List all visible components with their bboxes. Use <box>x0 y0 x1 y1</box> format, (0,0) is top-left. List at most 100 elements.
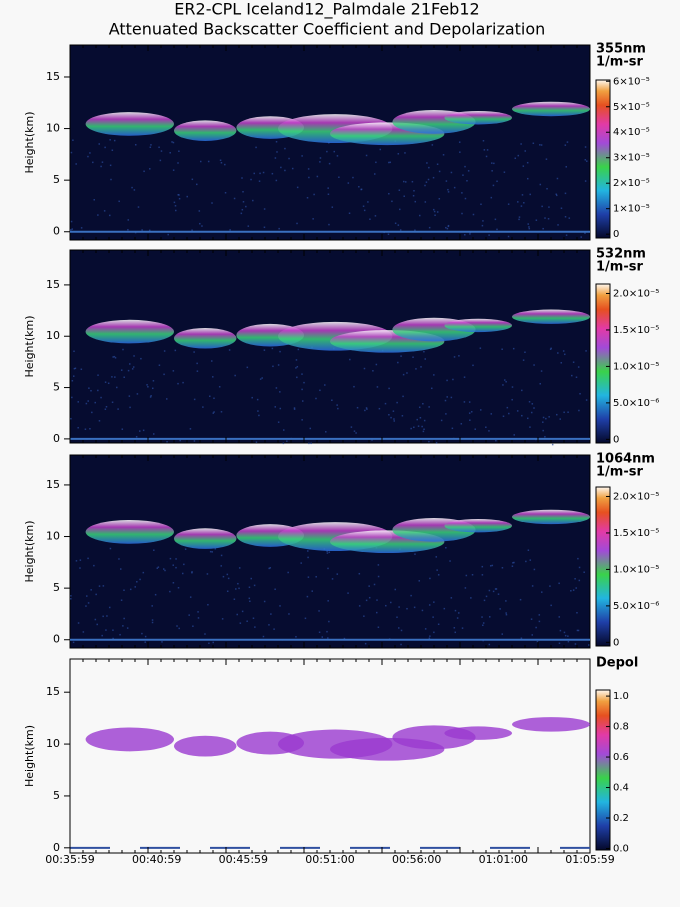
noise <box>531 585 534 587</box>
noise <box>559 418 561 420</box>
noise <box>414 229 416 231</box>
noise <box>100 396 102 399</box>
noise <box>90 589 92 591</box>
noise <box>193 440 196 442</box>
noise <box>111 401 114 404</box>
noise <box>572 361 575 363</box>
noise <box>158 364 161 366</box>
noise <box>296 186 299 189</box>
noise <box>374 215 377 217</box>
noise <box>398 627 400 629</box>
y-tick-label: 10 <box>46 122 60 135</box>
noise <box>450 396 453 399</box>
noise <box>428 406 430 408</box>
noise <box>129 588 132 591</box>
noise <box>275 387 278 389</box>
y-tick-label: 15 <box>46 685 60 698</box>
noise <box>212 412 215 414</box>
noise <box>75 560 78 562</box>
noise <box>144 635 147 638</box>
noise <box>529 193 531 196</box>
noise <box>432 208 435 211</box>
y-tick-label: 0 <box>53 225 60 238</box>
noise <box>104 408 107 410</box>
noise <box>296 376 298 379</box>
noise <box>523 202 525 204</box>
noise <box>222 575 225 578</box>
noise <box>463 401 466 403</box>
noise <box>482 220 484 222</box>
noise <box>188 614 190 616</box>
noise <box>136 393 139 395</box>
noise <box>176 625 178 627</box>
noise <box>234 374 236 377</box>
noise <box>139 430 141 432</box>
noise <box>522 359 525 361</box>
noise <box>411 180 414 183</box>
noise <box>390 416 392 419</box>
noise <box>269 567 272 569</box>
noise <box>178 194 180 196</box>
noise <box>268 567 270 570</box>
noise <box>431 387 433 390</box>
noise <box>191 571 193 573</box>
noise <box>276 151 278 153</box>
y-axis-label: Height(km) <box>23 111 36 173</box>
noise <box>301 373 303 375</box>
noise <box>319 157 322 159</box>
noise <box>286 440 288 442</box>
noise <box>577 629 580 632</box>
noise <box>169 590 171 593</box>
noise <box>466 180 468 182</box>
noise <box>521 194 524 196</box>
noise <box>446 227 449 230</box>
noise <box>481 224 484 227</box>
noise <box>495 588 498 590</box>
noise <box>550 347 552 350</box>
noise <box>507 235 510 238</box>
colorbar-tick-label: 5.0×10⁻⁶ <box>613 398 659 409</box>
noise <box>418 580 421 582</box>
noise <box>122 625 124 627</box>
y-tick-label: 10 <box>46 530 60 543</box>
noise <box>565 234 568 236</box>
noise <box>417 425 420 427</box>
noise <box>492 184 495 187</box>
noise <box>406 372 408 374</box>
noise <box>227 577 230 580</box>
noise <box>149 396 152 398</box>
noise <box>321 636 324 638</box>
noise <box>313 193 315 196</box>
noise <box>202 406 204 408</box>
noise <box>565 166 568 168</box>
noise <box>74 367 77 370</box>
noise <box>365 154 368 157</box>
noise <box>177 586 180 589</box>
noise <box>447 225 450 228</box>
noise <box>585 350 587 352</box>
noise <box>464 587 467 589</box>
noise <box>511 565 514 567</box>
noise <box>428 440 430 443</box>
noise <box>127 369 130 372</box>
noise <box>325 431 327 433</box>
noise <box>403 195 405 197</box>
noise <box>412 356 414 358</box>
noise <box>519 598 522 601</box>
x-tick-label: 00:51:00 <box>305 853 354 866</box>
noise <box>172 141 175 144</box>
noise <box>252 617 255 619</box>
noise <box>482 624 484 627</box>
noise <box>327 187 329 189</box>
noise <box>501 567 504 569</box>
noise <box>173 201 176 204</box>
colorbar-tick-label: 0 <box>613 637 619 648</box>
noise <box>429 577 431 580</box>
noise <box>80 227 83 229</box>
noise <box>301 400 304 402</box>
noise <box>558 616 561 618</box>
noise <box>253 584 256 587</box>
colorbar <box>595 79 611 239</box>
noise <box>413 606 416 609</box>
noise <box>327 637 329 639</box>
